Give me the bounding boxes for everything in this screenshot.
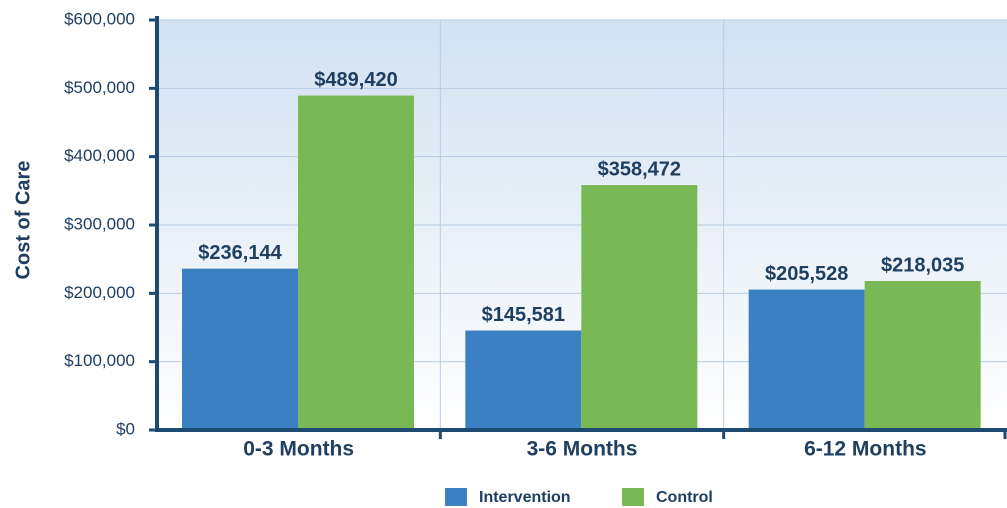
bar: [581, 185, 698, 430]
value-label: $358,472: [598, 158, 681, 180]
y-tick-label: $0: [116, 419, 135, 438]
bar: [864, 281, 981, 430]
y-tick-label: $500,000: [64, 78, 135, 97]
x-tick-label: 3-6 Months: [527, 438, 638, 461]
y-tick-label: $100,000: [64, 351, 135, 370]
bar: [182, 268, 298, 430]
y-tick-label: $300,000: [64, 214, 135, 233]
bar: [748, 289, 865, 430]
value-label: $236,144: [198, 242, 282, 264]
y-tick-label: $200,000: [64, 283, 135, 302]
legend-label: Intervention: [479, 489, 571, 506]
y-axis-label: Cost of Care: [12, 161, 34, 280]
value-label: $489,420: [314, 69, 397, 91]
x-tick-label: 6-12 Months: [804, 438, 927, 461]
value-label: $205,528: [765, 263, 848, 285]
x-tick-label: 0-3 Months: [243, 438, 354, 461]
legend-swatch: [622, 488, 644, 506]
y-tick-label: $600,000: [64, 9, 135, 28]
value-label: $218,035: [881, 254, 964, 276]
legend-swatch: [445, 488, 467, 506]
y-tick-label: $400,000: [64, 146, 135, 165]
value-label: $145,581: [482, 304, 565, 326]
bar: [298, 95, 414, 431]
bar: [465, 330, 582, 430]
legend-label: Control: [656, 489, 713, 506]
